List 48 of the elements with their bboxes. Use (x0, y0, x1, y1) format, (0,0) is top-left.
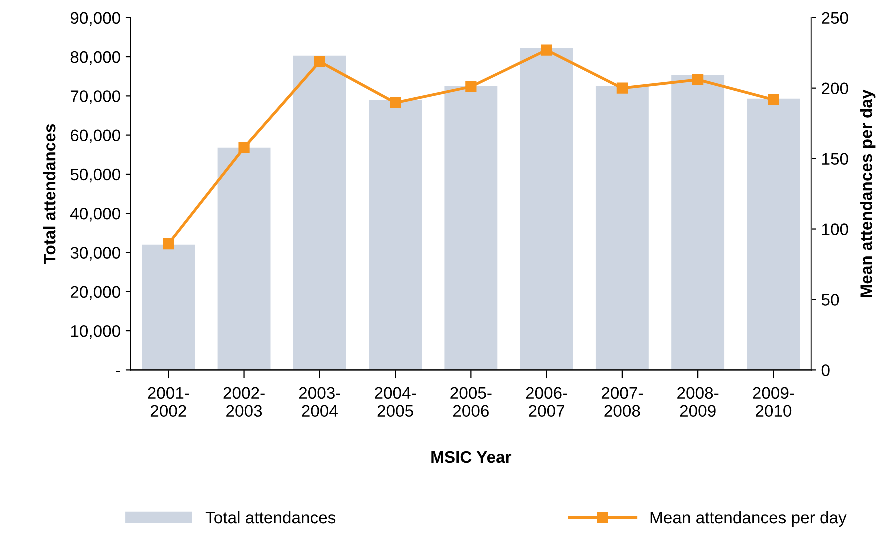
x-tick-label: 2003- 2004 (299, 387, 340, 418)
point (238, 142, 250, 154)
bar (596, 86, 649, 370)
y2-tick-label: 0 (822, 364, 830, 376)
x-tick-label: 2001- 2002 (148, 387, 190, 418)
point (692, 74, 704, 86)
point (541, 44, 552, 56)
bar (672, 75, 725, 370)
x-tick-label: 2007- 2008 (602, 387, 644, 418)
y2-tick-label: 150 (822, 153, 848, 166)
point (768, 94, 780, 106)
y-axis-title: Total attendances (43, 124, 56, 264)
y-tick-label: 30,000 (70, 247, 120, 261)
legend-label: Total attendances (206, 511, 336, 524)
y-tick-label: 20,000 (70, 286, 120, 300)
x-tick-label: 2004- 2005 (375, 387, 416, 418)
y-tick-label: 40,000 (70, 208, 120, 222)
point (314, 56, 326, 68)
bar (444, 86, 498, 370)
y-tick-label: 70,000 (70, 90, 120, 104)
bar (142, 244, 196, 370)
y2-axis-title: Mean attendances per day (860, 90, 876, 298)
y2-tick-label: 250 (822, 12, 848, 24)
bar (520, 48, 574, 370)
y2-tick-label: 50 (822, 294, 840, 306)
bar (369, 100, 422, 370)
y-tick-label: 60,000 (70, 130, 120, 144)
bar (218, 148, 271, 370)
y2-tick-label: 200 (822, 82, 848, 95)
y-tick-label: 80,000 (70, 51, 120, 66)
x-tick-label: 2006- 2007 (526, 387, 568, 418)
point (616, 82, 628, 94)
y-tick-label: - (116, 371, 120, 372)
x-tick-label: 2008- 2009 (678, 387, 719, 418)
x-tick-label: 2009- 2010 (753, 387, 794, 418)
bar (747, 98, 800, 370)
point (390, 97, 402, 109)
x-axis-title: MSIC Year (432, 451, 512, 464)
bar (293, 56, 346, 370)
point (466, 81, 477, 92)
y-tick-label: 90,000 (70, 12, 120, 26)
y-tick-label: 50,000 (70, 168, 120, 183)
point (163, 238, 174, 250)
x-tick-label: 2002- 2003 (224, 387, 265, 418)
y-tick-label: 10,000 (71, 325, 120, 340)
y2-tick-label: 100 (822, 224, 848, 236)
legend-label: Mean attendances per day (650, 511, 847, 527)
x-tick-label: 2005- 2006 (450, 387, 492, 418)
